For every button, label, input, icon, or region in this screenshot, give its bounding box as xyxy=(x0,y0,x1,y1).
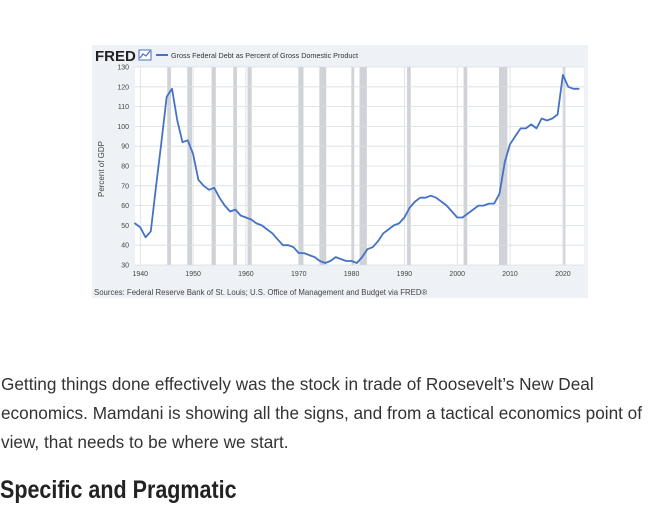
y-tick-label-70: 70 xyxy=(121,183,129,190)
article-paragraph: Getting things done effectively was the … xyxy=(1,374,643,452)
x-tick-label-1950: 1950 xyxy=(185,271,201,278)
y-axis-label: Percent of GDP xyxy=(97,141,106,197)
fred-graph-icon xyxy=(138,49,152,61)
y-tick-label-40: 40 xyxy=(121,243,129,250)
y-tick-label-130: 130 xyxy=(117,65,129,72)
series-layer xyxy=(134,73,580,264)
fred-logo: FRED xyxy=(95,48,136,65)
x-tick-label-1980: 1980 xyxy=(344,271,360,278)
x-tick-label-1990: 1990 xyxy=(397,271,413,278)
y-tick-label-110: 110 xyxy=(118,104,129,111)
chart-source: Sources: Federal Reserve Bank of St. Lou… xyxy=(94,288,427,297)
x-tick-label-1970: 1970 xyxy=(291,271,307,278)
y-tick-labels: 30 40 50 60 70 80 90 100 110 120 130 xyxy=(117,65,129,270)
x-tick-label-1960: 1960 xyxy=(238,271,254,278)
x-tick-label-2020: 2020 xyxy=(555,271,571,278)
y-tick-label-90: 90 xyxy=(121,144,129,151)
y-tick-label-120: 120 xyxy=(117,84,129,91)
y-tick-label-80: 80 xyxy=(121,164,129,171)
legend-label: Gross Federal Debt as Percent of Gross D… xyxy=(171,51,358,60)
x-tick-labels: 1940 1950 1960 1970 1980 1990 2000 2010 2020 xyxy=(132,271,570,278)
series-line-0 xyxy=(134,73,580,264)
y-tick-label-60: 60 xyxy=(121,203,129,210)
y-tick-label-100: 100 xyxy=(117,124,129,131)
fred-chart: FRED Gross Federal Debt as Percent of Gr… xyxy=(94,48,584,297)
y-tick-label-30: 30 xyxy=(121,263,129,270)
x-tick-label-2010: 2010 xyxy=(502,271,518,278)
gridlines xyxy=(135,66,584,266)
y-tick-label-50: 50 xyxy=(121,223,129,230)
x-tick-label-1940: 1940 xyxy=(132,271,148,278)
x-tick-label-2000: 2000 xyxy=(449,271,465,278)
fred-chart-card: FRED Gross Federal Debt as Percent of Gr… xyxy=(92,45,588,298)
section-heading: Specific and Pragmatic xyxy=(0,476,237,504)
